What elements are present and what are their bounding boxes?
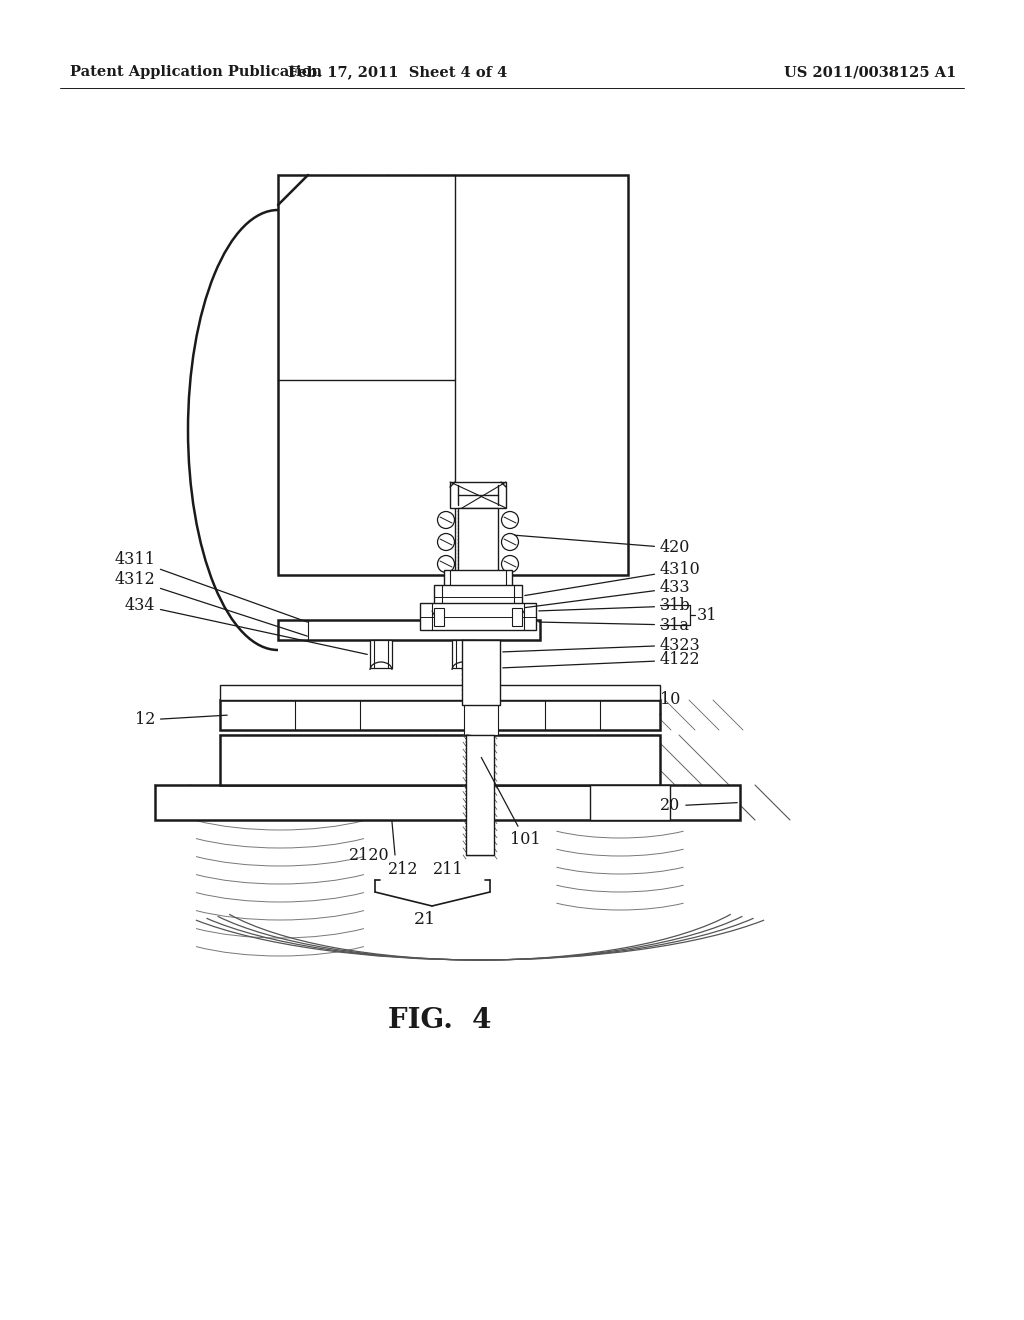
- Text: 31b: 31b: [539, 598, 691, 615]
- Bar: [278, 620, 540, 640]
- Circle shape: [437, 556, 455, 573]
- Bar: [450, 482, 506, 508]
- Text: 4310: 4310: [524, 561, 700, 595]
- Bar: [458, 508, 498, 576]
- Bar: [434, 609, 444, 626]
- Circle shape: [502, 511, 518, 528]
- Bar: [278, 176, 628, 576]
- Bar: [155, 785, 740, 820]
- Text: 4323: 4323: [503, 636, 700, 653]
- Text: 434: 434: [125, 597, 368, 655]
- Text: 21: 21: [414, 912, 436, 928]
- Bar: [590, 785, 670, 820]
- Text: 420: 420: [515, 535, 690, 557]
- Text: 212: 212: [388, 862, 418, 879]
- Bar: [466, 735, 494, 855]
- Text: FIG.  4: FIG. 4: [388, 1006, 492, 1034]
- Text: 20: 20: [660, 797, 737, 814]
- Text: Patent Application Publication: Patent Application Publication: [70, 65, 322, 79]
- Text: 4122: 4122: [503, 652, 700, 668]
- Bar: [420, 603, 536, 630]
- Bar: [434, 585, 522, 609]
- Text: 4311: 4311: [114, 552, 307, 622]
- Bar: [444, 570, 512, 590]
- Bar: [220, 685, 660, 700]
- Text: Feb. 17, 2011  Sheet 4 of 4: Feb. 17, 2011 Sheet 4 of 4: [289, 65, 508, 79]
- Text: 211: 211: [433, 862, 463, 879]
- Bar: [464, 685, 498, 735]
- Text: 4312: 4312: [115, 572, 307, 636]
- Bar: [512, 609, 522, 626]
- Bar: [452, 640, 474, 668]
- Text: 433: 433: [524, 579, 690, 607]
- Text: 31: 31: [697, 606, 718, 623]
- Bar: [220, 700, 660, 730]
- Text: 101: 101: [481, 758, 541, 849]
- Circle shape: [502, 533, 518, 550]
- Text: 31a: 31a: [539, 616, 690, 634]
- Bar: [370, 640, 392, 668]
- Text: 10: 10: [660, 692, 680, 715]
- Text: 2120: 2120: [349, 846, 390, 863]
- Circle shape: [437, 533, 455, 550]
- Text: US 2011/0038125 A1: US 2011/0038125 A1: [783, 65, 956, 79]
- Circle shape: [437, 511, 455, 528]
- Circle shape: [502, 556, 518, 573]
- Bar: [220, 735, 660, 785]
- Bar: [462, 640, 500, 705]
- Text: 12: 12: [134, 711, 227, 729]
